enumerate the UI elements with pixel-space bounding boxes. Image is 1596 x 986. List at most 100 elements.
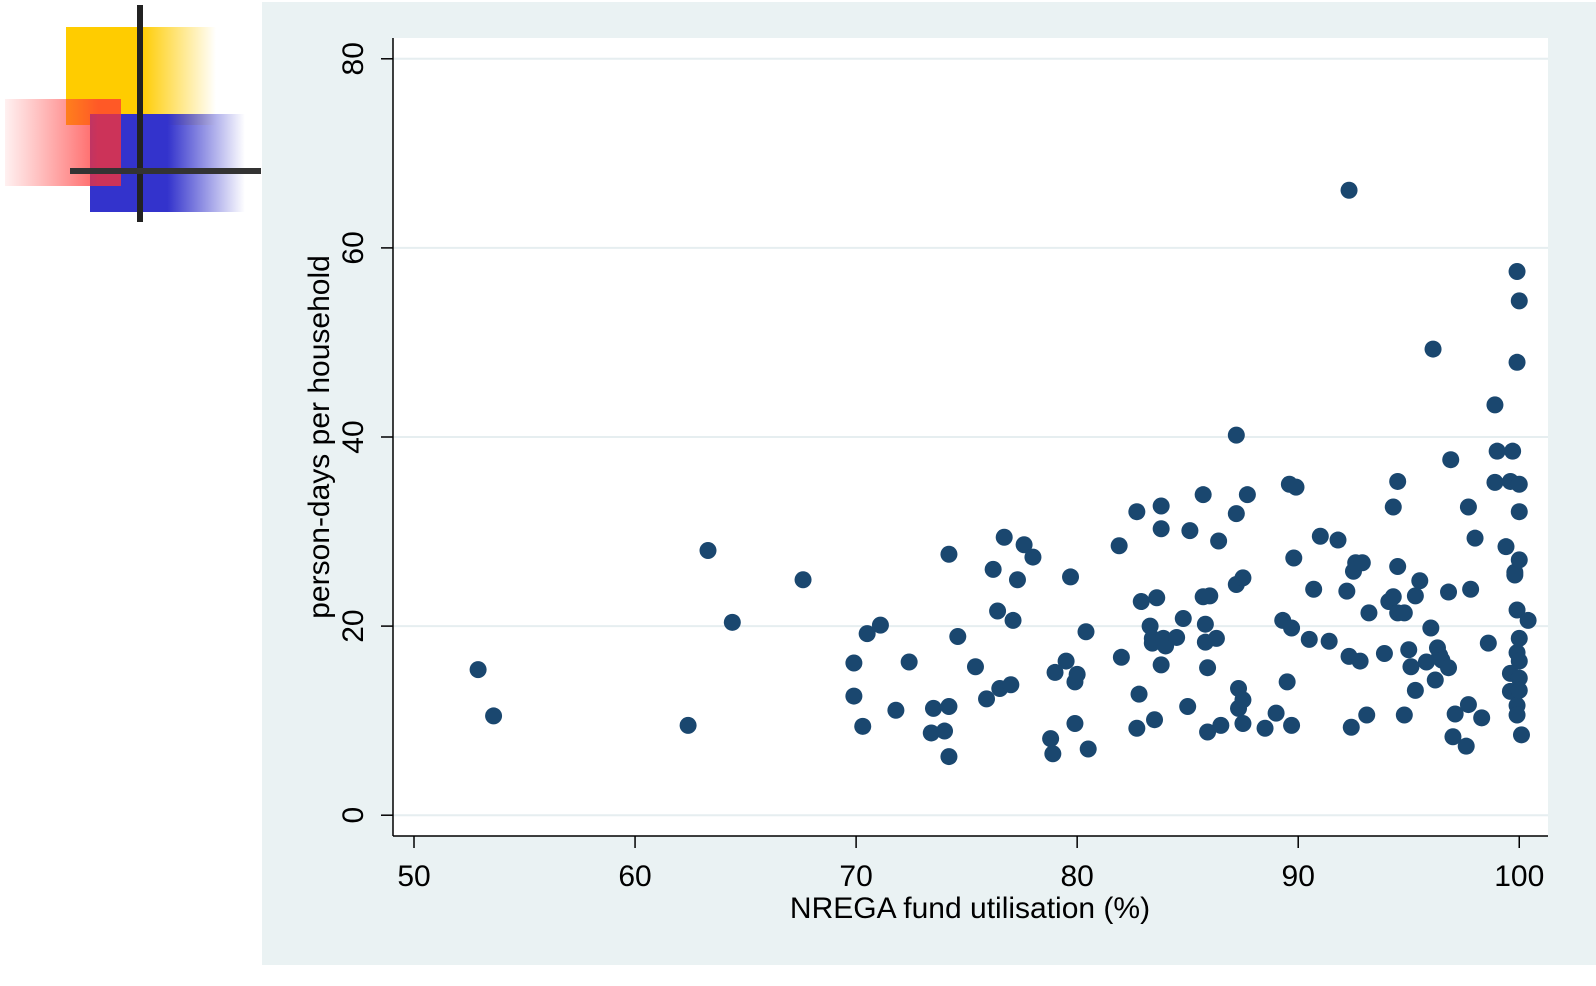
point — [1407, 587, 1424, 604]
point — [901, 654, 918, 671]
point — [925, 700, 942, 717]
point — [1062, 568, 1079, 585]
point — [1486, 396, 1503, 413]
point — [1354, 554, 1371, 571]
point — [1385, 588, 1402, 605]
point — [1128, 503, 1145, 520]
point — [1400, 641, 1417, 658]
page: NREGA fund utilisation (%) person-days p… — [0, 0, 1596, 981]
x-axis-title: NREGA fund utilisation (%) — [790, 892, 1150, 925]
point — [1285, 550, 1302, 567]
y-tick-label: 20 — [337, 609, 370, 642]
point — [1402, 658, 1419, 675]
point — [1511, 503, 1528, 520]
point — [996, 529, 1013, 546]
point — [1486, 474, 1503, 491]
point — [1422, 619, 1439, 636]
point — [1511, 653, 1528, 670]
point — [1509, 706, 1526, 723]
point — [1425, 341, 1442, 358]
point — [1257, 720, 1274, 737]
point — [1168, 629, 1185, 646]
point — [1511, 476, 1528, 493]
point — [1480, 635, 1497, 652]
point — [1201, 587, 1218, 604]
y-tick-label: 80 — [337, 42, 370, 75]
point — [887, 702, 904, 719]
x-tick-label: 100 — [1494, 860, 1544, 893]
point — [700, 542, 717, 559]
point — [1113, 649, 1130, 666]
point — [1407, 682, 1424, 699]
point — [1338, 583, 1355, 600]
point — [1283, 619, 1300, 636]
point — [1460, 498, 1477, 515]
point — [1440, 584, 1457, 601]
x-tick-label: 60 — [618, 860, 651, 893]
point — [1279, 673, 1296, 690]
point — [1146, 711, 1163, 728]
point — [1234, 569, 1251, 586]
point — [1195, 486, 1212, 503]
point — [724, 614, 741, 631]
point — [1268, 705, 1285, 722]
point — [1504, 443, 1521, 460]
y-tick-label: 40 — [337, 420, 370, 453]
point — [1513, 726, 1530, 743]
point — [1066, 715, 1083, 732]
point — [1321, 633, 1338, 650]
point — [1511, 292, 1528, 309]
point — [1389, 558, 1406, 575]
point — [1024, 549, 1041, 566]
point — [845, 654, 862, 671]
point — [1427, 671, 1444, 688]
point — [949, 628, 966, 645]
point — [936, 723, 953, 740]
point — [1288, 479, 1305, 496]
point — [1228, 427, 1245, 444]
point — [1498, 538, 1515, 555]
point — [485, 707, 502, 724]
point — [985, 561, 1002, 578]
point — [1175, 610, 1192, 627]
point — [1489, 443, 1506, 460]
y-tick-label: 60 — [337, 231, 370, 264]
point — [1044, 745, 1061, 762]
point — [470, 661, 487, 678]
point — [1411, 572, 1428, 589]
point — [1341, 182, 1358, 199]
point — [1511, 551, 1528, 568]
point — [1069, 666, 1086, 683]
point — [940, 546, 957, 563]
point — [1042, 730, 1059, 747]
point — [1442, 451, 1459, 468]
point — [872, 617, 889, 634]
point — [1199, 659, 1216, 676]
point — [1197, 616, 1214, 633]
point — [989, 602, 1006, 619]
point — [1009, 571, 1026, 588]
point — [1352, 653, 1369, 670]
point — [1181, 522, 1198, 539]
point — [1228, 505, 1245, 522]
y-tick-label: 0 — [337, 807, 370, 824]
point — [1520, 612, 1537, 629]
point — [940, 698, 957, 715]
point — [1376, 645, 1393, 662]
point — [1212, 717, 1229, 734]
point — [1058, 653, 1075, 670]
x-tick-label: 50 — [397, 860, 430, 893]
point — [940, 748, 957, 765]
point — [1234, 715, 1251, 732]
point — [1234, 691, 1251, 708]
x-tick-label: 80 — [1060, 860, 1093, 893]
point — [1301, 631, 1318, 648]
point — [1133, 593, 1150, 610]
point — [1239, 486, 1256, 503]
point — [1509, 263, 1526, 280]
point — [1305, 581, 1322, 598]
point — [1330, 532, 1347, 549]
point — [1440, 659, 1457, 676]
point — [1153, 498, 1170, 515]
point — [1005, 612, 1022, 629]
